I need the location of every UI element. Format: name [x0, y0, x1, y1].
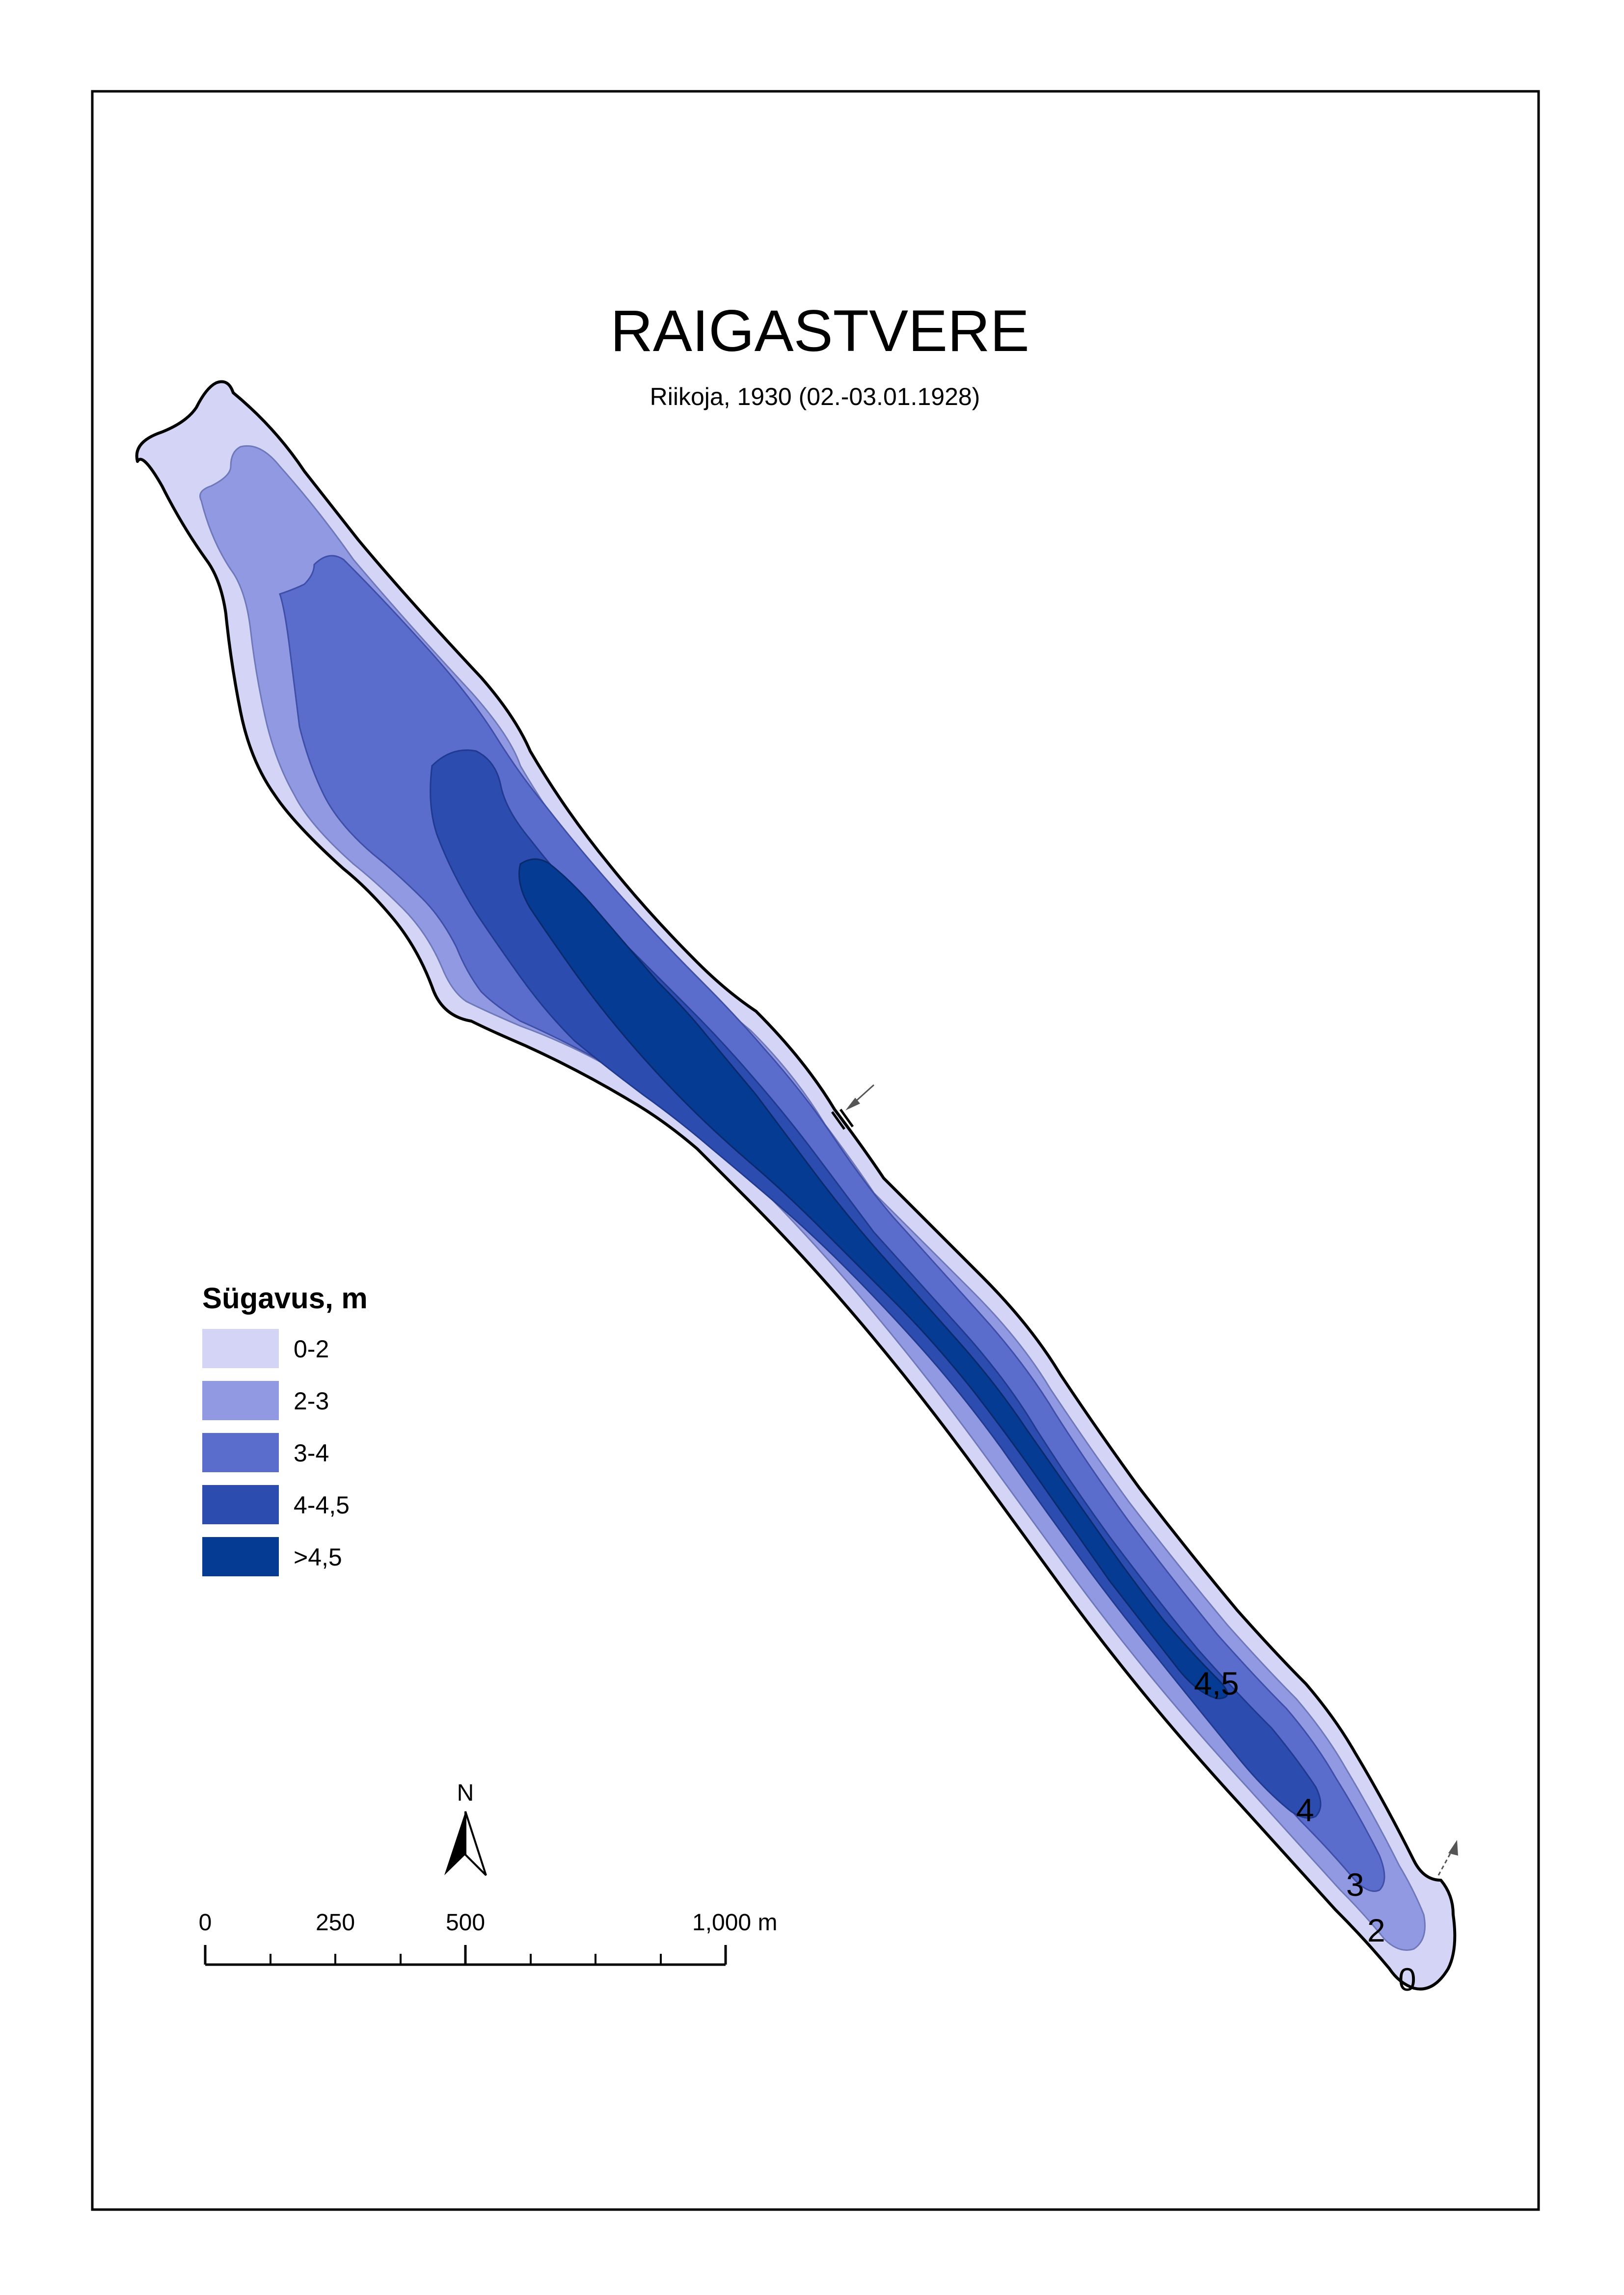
- scale-label-0: 0: [199, 1910, 212, 1936]
- scale-bar: 0 250 500 1,000 m: [199, 1910, 777, 1966]
- legend-swatch-2-3: [202, 1381, 279, 1420]
- north-arrow-icon: [444, 1811, 465, 1875]
- legend-label-3-4: 3-4: [294, 1439, 329, 1467]
- contour-label-3: 3: [1346, 1866, 1364, 1903]
- outflow-arrow-icon: [1437, 1840, 1458, 1876]
- legend-swatch-0-2: [202, 1329, 279, 1368]
- scale-label-1000: 1,000 m: [692, 1910, 777, 1936]
- contour-label-0: 0: [1398, 1961, 1416, 1998]
- legend-title: Sügavus, m: [202, 1282, 368, 1315]
- north-arrow-label: N: [457, 1780, 474, 1806]
- scale-label-500: 500: [446, 1910, 485, 1936]
- contour-label-4: 4: [1296, 1792, 1314, 1828]
- legend-label-0-2: 0-2: [294, 1335, 329, 1363]
- contour-label-2: 2: [1367, 1912, 1385, 1948]
- scale-label-250: 250: [316, 1910, 355, 1936]
- legend-swatch-4-4.5: [202, 1485, 279, 1524]
- lake: 4,5 4 3 2 0: [135, 380, 1458, 1998]
- legend-label-over-4.5: >4,5: [294, 1543, 342, 1571]
- contour-label-4.5: 4,5: [1194, 1665, 1239, 1701]
- depth-zone-over-4.5: [518, 858, 1228, 1700]
- legend-swatch-3-4: [202, 1433, 279, 1472]
- legend-label-2-3: 2-3: [294, 1387, 329, 1415]
- legend: Sügavus, m 0-2 2-3 3-4 4-4,5 >4,5: [202, 1282, 368, 1576]
- map-title: RAIGASTVERE: [610, 298, 1029, 364]
- map-subtitle: Riikoja, 1930 (02.-03.01.1928): [650, 383, 980, 410]
- legend-swatch-over-4.5: [202, 1537, 279, 1576]
- north-arrow: N: [444, 1780, 487, 1876]
- map-frame: [91, 90, 1540, 2211]
- inflow-arrow-icon: [831, 1084, 875, 1130]
- legend-label-4-4.5: 4-4,5: [294, 1491, 350, 1519]
